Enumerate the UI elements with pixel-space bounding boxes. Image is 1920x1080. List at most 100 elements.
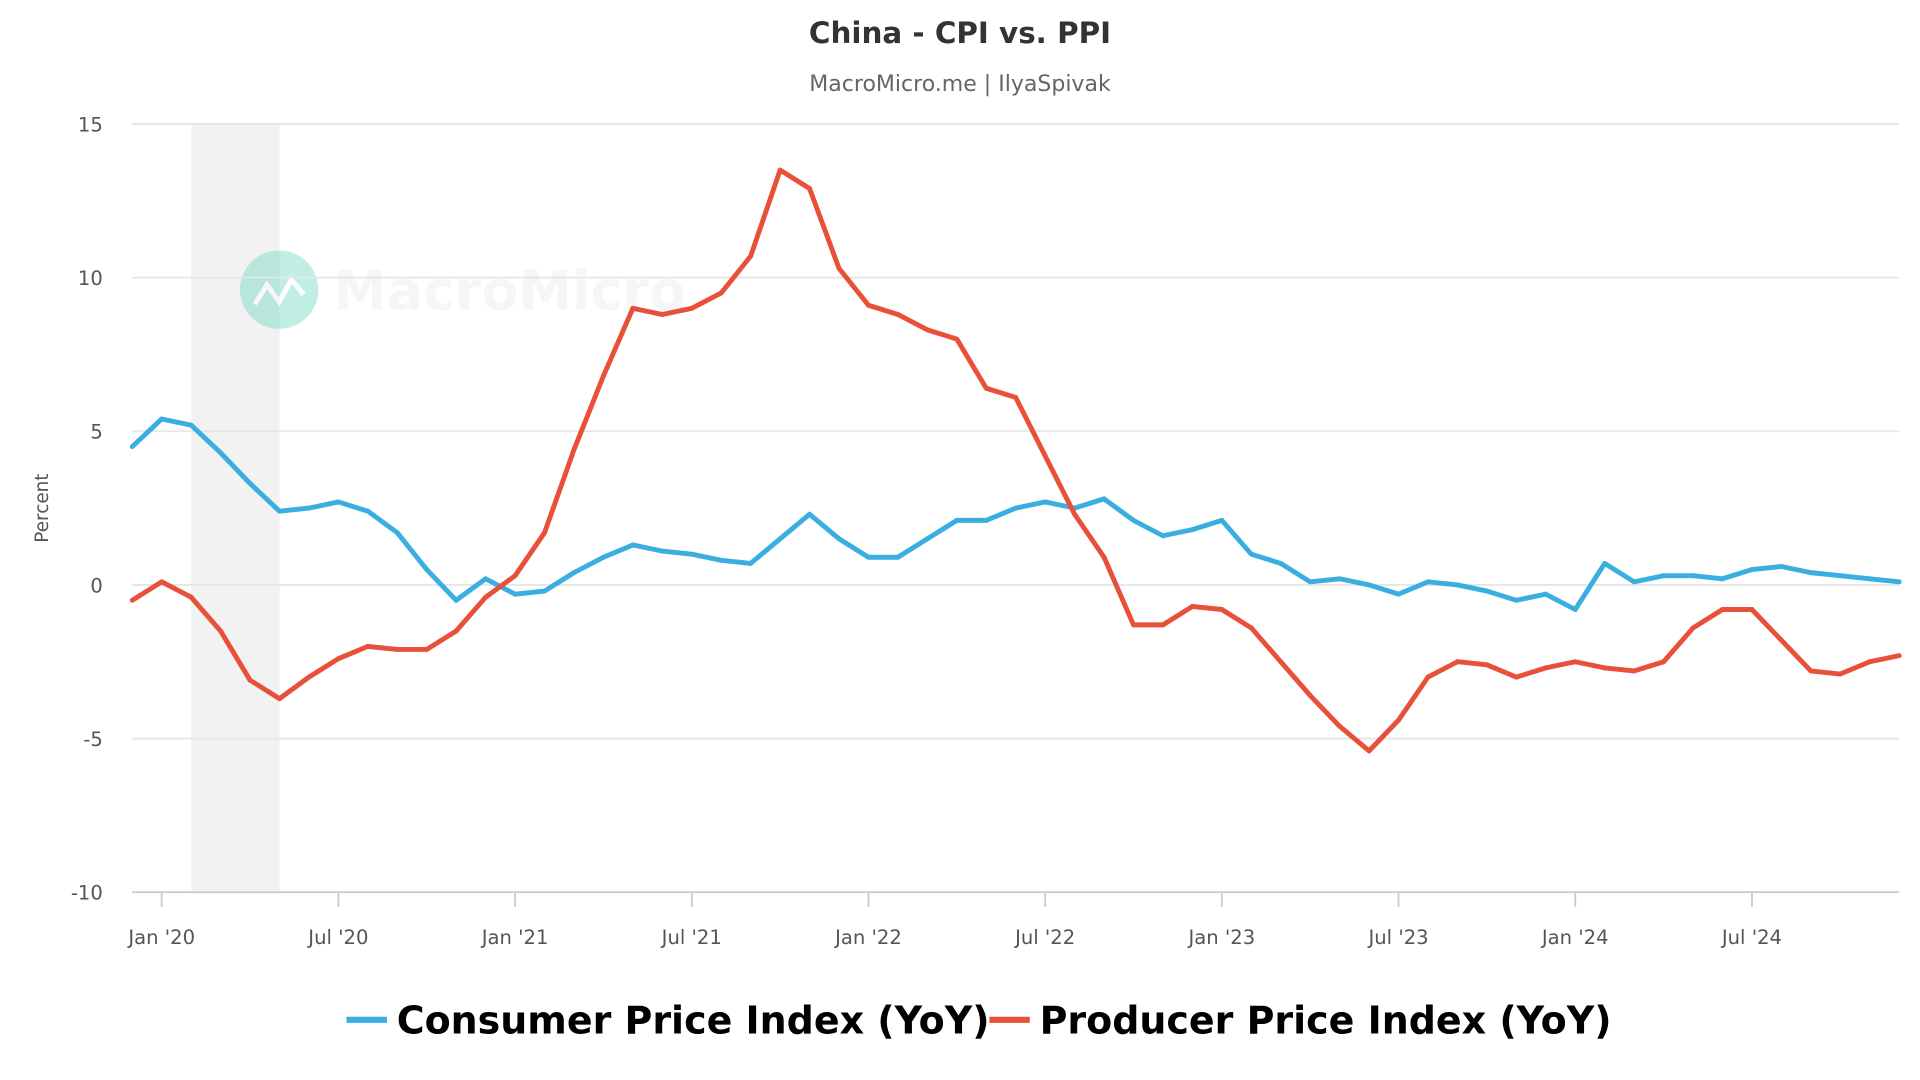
- data-point: [924, 327, 930, 333]
- data-point: [1013, 505, 1019, 511]
- data-point: [306, 674, 312, 680]
- data-point: [483, 576, 489, 582]
- data-point: [1837, 573, 1843, 579]
- data-point: [1896, 653, 1902, 659]
- data-point: [188, 422, 194, 428]
- data-point: [1013, 395, 1019, 400]
- data-point: [129, 597, 135, 603]
- data-point: [1808, 570, 1814, 576]
- y-tick-label: -5: [83, 728, 103, 751]
- data-point: [1101, 496, 1107, 502]
- data-point: [1396, 717, 1401, 723]
- data-point: [1631, 668, 1637, 674]
- x-tick-label: Jul '23: [1366, 926, 1428, 949]
- y-tick-label: 15: [78, 113, 103, 136]
- data-point: [1131, 517, 1136, 523]
- data-point: [895, 312, 901, 317]
- data-point: [1543, 591, 1549, 597]
- legend-item[interactable]: Producer Price Index (YoY): [989, 998, 1612, 1042]
- data-point: [571, 447, 577, 453]
- data-point: [924, 536, 930, 542]
- data-point: [1837, 671, 1843, 677]
- data-point: [1455, 582, 1460, 588]
- data-point: [1337, 723, 1343, 729]
- data-point: [365, 643, 371, 649]
- data-point: [1808, 668, 1814, 674]
- data-point: [1778, 637, 1784, 643]
- data-point: [895, 554, 901, 560]
- chart-subtitle: MacroMicro.me | IlyaSpivak: [809, 72, 1111, 97]
- legend-item[interactable]: Consumer Price Index (YoY): [346, 998, 990, 1042]
- data-point: [1072, 511, 1078, 517]
- data-point: [1749, 607, 1755, 612]
- data-point: [1543, 665, 1549, 671]
- data-point: [630, 542, 636, 548]
- data-point: [1690, 573, 1696, 579]
- data-point: [1720, 576, 1725, 582]
- data-point: [483, 594, 489, 600]
- data-point: [1896, 579, 1902, 585]
- data-point: [1513, 674, 1519, 680]
- data-point: [1749, 567, 1755, 573]
- data-point: [247, 677, 253, 683]
- data-point: [1189, 527, 1195, 533]
- data-point: [1042, 499, 1048, 505]
- data-point: [512, 573, 518, 579]
- y-tick-label: 10: [78, 267, 103, 290]
- data-point: [600, 373, 606, 379]
- data-point: [807, 511, 813, 517]
- data-point: [277, 696, 282, 702]
- data-point: [365, 508, 371, 514]
- data-point: [807, 186, 813, 191]
- x-tick-label: Jul '21: [660, 926, 722, 949]
- y-tick-label: 0: [90, 574, 102, 597]
- y-axis-label: Percent: [32, 473, 53, 542]
- data-point: [1602, 665, 1608, 671]
- data-point: [748, 560, 754, 566]
- data-point: [1131, 622, 1136, 628]
- data-point: [659, 548, 665, 554]
- data-point: [1337, 576, 1343, 582]
- data-point: [1572, 607, 1578, 612]
- data-point: [218, 450, 224, 456]
- data-point: [512, 591, 518, 597]
- data-point: [1160, 622, 1166, 628]
- data-point: [1631, 579, 1637, 585]
- series-line-ppi: [130, 167, 1900, 754]
- data-point: [1572, 659, 1578, 665]
- x-tick-label: Jan '24: [1540, 926, 1609, 949]
- data-point: [1455, 659, 1460, 665]
- data-point: [159, 579, 165, 585]
- data-point: [718, 557, 724, 563]
- data-point: [1484, 588, 1490, 594]
- data-point: [159, 416, 165, 422]
- data-point: [983, 385, 989, 391]
- data-point: [1189, 603, 1195, 609]
- data-point: [1396, 591, 1401, 597]
- data-point: [1101, 554, 1107, 560]
- svg-text:MacroMicro: MacroMicro: [333, 259, 686, 322]
- data-point: [836, 265, 842, 271]
- data-point: [600, 554, 606, 560]
- shaded-period: [191, 123, 280, 893]
- data-point: [1690, 625, 1696, 631]
- data-point: [453, 628, 459, 634]
- data-point: [630, 305, 636, 311]
- data-point: [424, 567, 430, 573]
- data-point: [1867, 576, 1873, 582]
- data-point: [394, 530, 400, 536]
- data-point: [1425, 579, 1431, 585]
- data-point: [306, 505, 312, 511]
- data-point: [1602, 560, 1608, 566]
- data-point: [542, 530, 547, 536]
- data-point: [453, 597, 459, 603]
- data-point: [718, 290, 724, 296]
- data-point: [1366, 748, 1372, 754]
- data-point: [1778, 564, 1784, 569]
- data-point: [748, 253, 754, 259]
- data-point: [129, 444, 135, 450]
- data-point: [1160, 533, 1166, 539]
- data-point: [188, 594, 194, 600]
- data-point: [1661, 659, 1667, 665]
